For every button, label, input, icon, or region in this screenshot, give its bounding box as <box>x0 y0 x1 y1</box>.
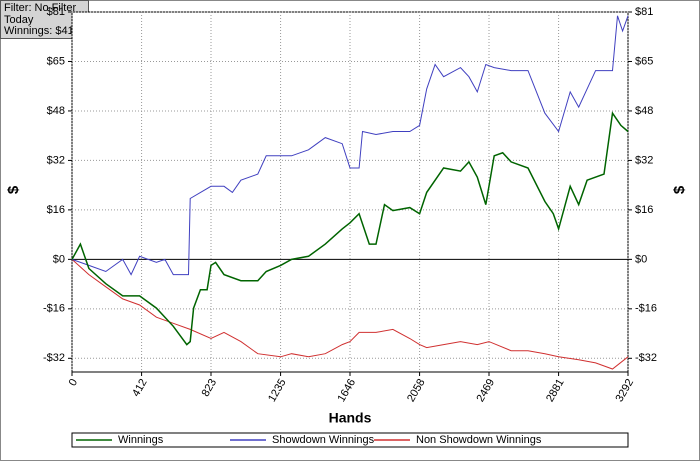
y-axis-label: $ <box>5 185 22 194</box>
legend-label: Winnings <box>118 434 164 446</box>
y2-tick-label: $81 <box>635 6 653 18</box>
x-tick-label: 0 <box>67 377 80 388</box>
y2-tick-label: $32 <box>635 154 653 166</box>
y-tick-label: $32 <box>47 154 65 166</box>
x-axis-label: Hands <box>329 410 372 426</box>
y2-tick-label: $65 <box>635 55 653 67</box>
y-tick-label: $0 <box>53 253 65 265</box>
y-tick-label: $65 <box>47 55 65 67</box>
legend-label: Non Showdown Winnings <box>416 434 542 446</box>
info-text: Winnings: $41.88 <box>4 25 89 37</box>
info-text: Filter: No Filter <box>4 2 76 14</box>
y-tick-label: $81 <box>47 6 65 18</box>
legend-label: Showdown Winnings <box>272 434 375 446</box>
y-tick-label: $48 <box>47 105 65 117</box>
series-line <box>71 15 629 276</box>
y2-tick-label: $16 <box>635 204 653 216</box>
y-tick-label: $16 <box>47 204 65 216</box>
y2-tick-label: -$16 <box>635 303 657 315</box>
y2-axis-label: $ <box>671 185 688 194</box>
y2-tick-label: $0 <box>635 253 647 265</box>
y2-tick-label: $48 <box>635 105 653 117</box>
info-text: Today <box>4 14 34 26</box>
y-tick-label: -$16 <box>43 303 65 315</box>
series-line <box>71 111 629 346</box>
y2-tick-label: -$32 <box>635 352 657 364</box>
y-tick-label: -$32 <box>43 352 65 364</box>
legend <box>71 432 629 448</box>
